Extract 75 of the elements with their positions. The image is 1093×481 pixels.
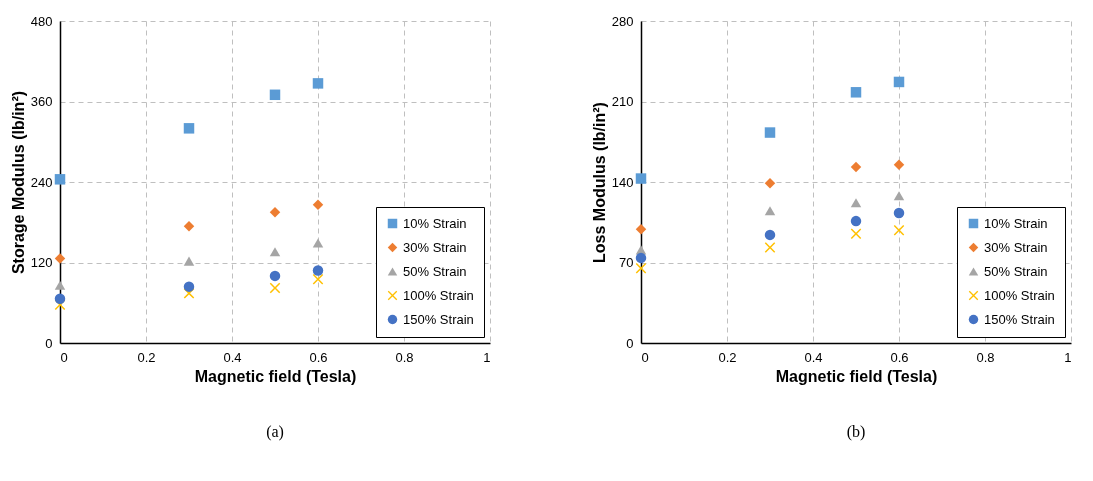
- legend-label: 50% Strain: [984, 263, 1048, 279]
- point: [764, 242, 776, 253]
- legend-label: 10% Strain: [984, 215, 1048, 231]
- y-tick-label: 360: [30, 94, 53, 109]
- x-tick-label: 1: [1064, 349, 1072, 365]
- x-tick-label: 0.8: [976, 349, 995, 365]
- y-tick-label: 140: [611, 174, 634, 190]
- point: [183, 281, 195, 292]
- point: [635, 173, 647, 184]
- y-tick-label: 120: [30, 255, 53, 270]
- point: [635, 252, 647, 264]
- point: [893, 225, 905, 236]
- point: [764, 177, 776, 189]
- y-tick-label: 480: [30, 13, 53, 29]
- y-tick-label: 0: [626, 335, 634, 351]
- point: [893, 191, 905, 201]
- y-tick-label: 70: [619, 255, 634, 270]
- point: [269, 270, 281, 282]
- point: [893, 76, 905, 88]
- point: [183, 221, 195, 232]
- point: [850, 215, 862, 227]
- y-tick-label: 280: [611, 13, 634, 29]
- legend-label: 10% Strain: [403, 215, 467, 231]
- point: [183, 256, 195, 266]
- text: (a): [266, 423, 284, 441]
- point: [850, 161, 862, 173]
- point: [850, 87, 862, 98]
- x-tick-label: 0: [641, 349, 649, 365]
- x-tick-label: 0.6: [890, 349, 909, 365]
- x-tick-label: 1: [483, 349, 491, 365]
- point: [893, 207, 905, 219]
- legend-label: 50% Strain: [403, 263, 467, 279]
- point: [312, 238, 324, 248]
- point: [764, 127, 776, 138]
- point: [312, 199, 324, 211]
- legend-label: 30% Strain: [403, 239, 467, 255]
- point: [764, 206, 776, 216]
- legend-label: 30% Strain: [984, 239, 1048, 255]
- point: [54, 280, 66, 290]
- legend-label: 150% Strain: [984, 311, 1055, 327]
- y-tick-label: 240: [30, 174, 53, 190]
- text: (b): [846, 423, 866, 441]
- point: [764, 229, 776, 241]
- x-tick-label: 0.4: [223, 349, 242, 365]
- point: [635, 223, 647, 235]
- point: [54, 293, 66, 304]
- point: [269, 282, 281, 294]
- point: [54, 174, 66, 185]
- legend-label: 100% Strain: [403, 287, 474, 303]
- x-tick-label: 0.2: [718, 349, 737, 365]
- x-axis-title: Magnetic field (Tesla): [775, 367, 938, 385]
- point: [183, 123, 195, 134]
- x-tick-label: 0: [60, 349, 68, 365]
- point: [269, 206, 281, 218]
- point: [850, 228, 862, 239]
- x-axis-title: Magnetic field (Tesla): [194, 367, 357, 385]
- x-tick-label: 0.6: [309, 349, 328, 365]
- point: [269, 247, 281, 257]
- y-axis-title: Loss Modulus (lb/in²): [590, 102, 608, 263]
- y-tick-label: 0: [45, 335, 53, 351]
- point: [312, 274, 324, 285]
- x-tick-label: 0.2: [137, 349, 156, 365]
- point: [54, 253, 66, 264]
- x-tick-label: 0.8: [395, 349, 414, 365]
- y-tick-label: 210: [611, 94, 634, 109]
- point: [850, 198, 862, 208]
- legend-label: 150% Strain: [403, 311, 474, 327]
- point: [312, 265, 324, 276]
- point: [635, 263, 647, 274]
- y-axis-title: Storage Modulus (lb/in²): [9, 90, 27, 275]
- point: [893, 159, 905, 170]
- x-tick-label: 0.4: [804, 349, 823, 365]
- point: [269, 89, 281, 101]
- point: [312, 78, 324, 89]
- legend-label: 100% Strain: [984, 287, 1055, 303]
